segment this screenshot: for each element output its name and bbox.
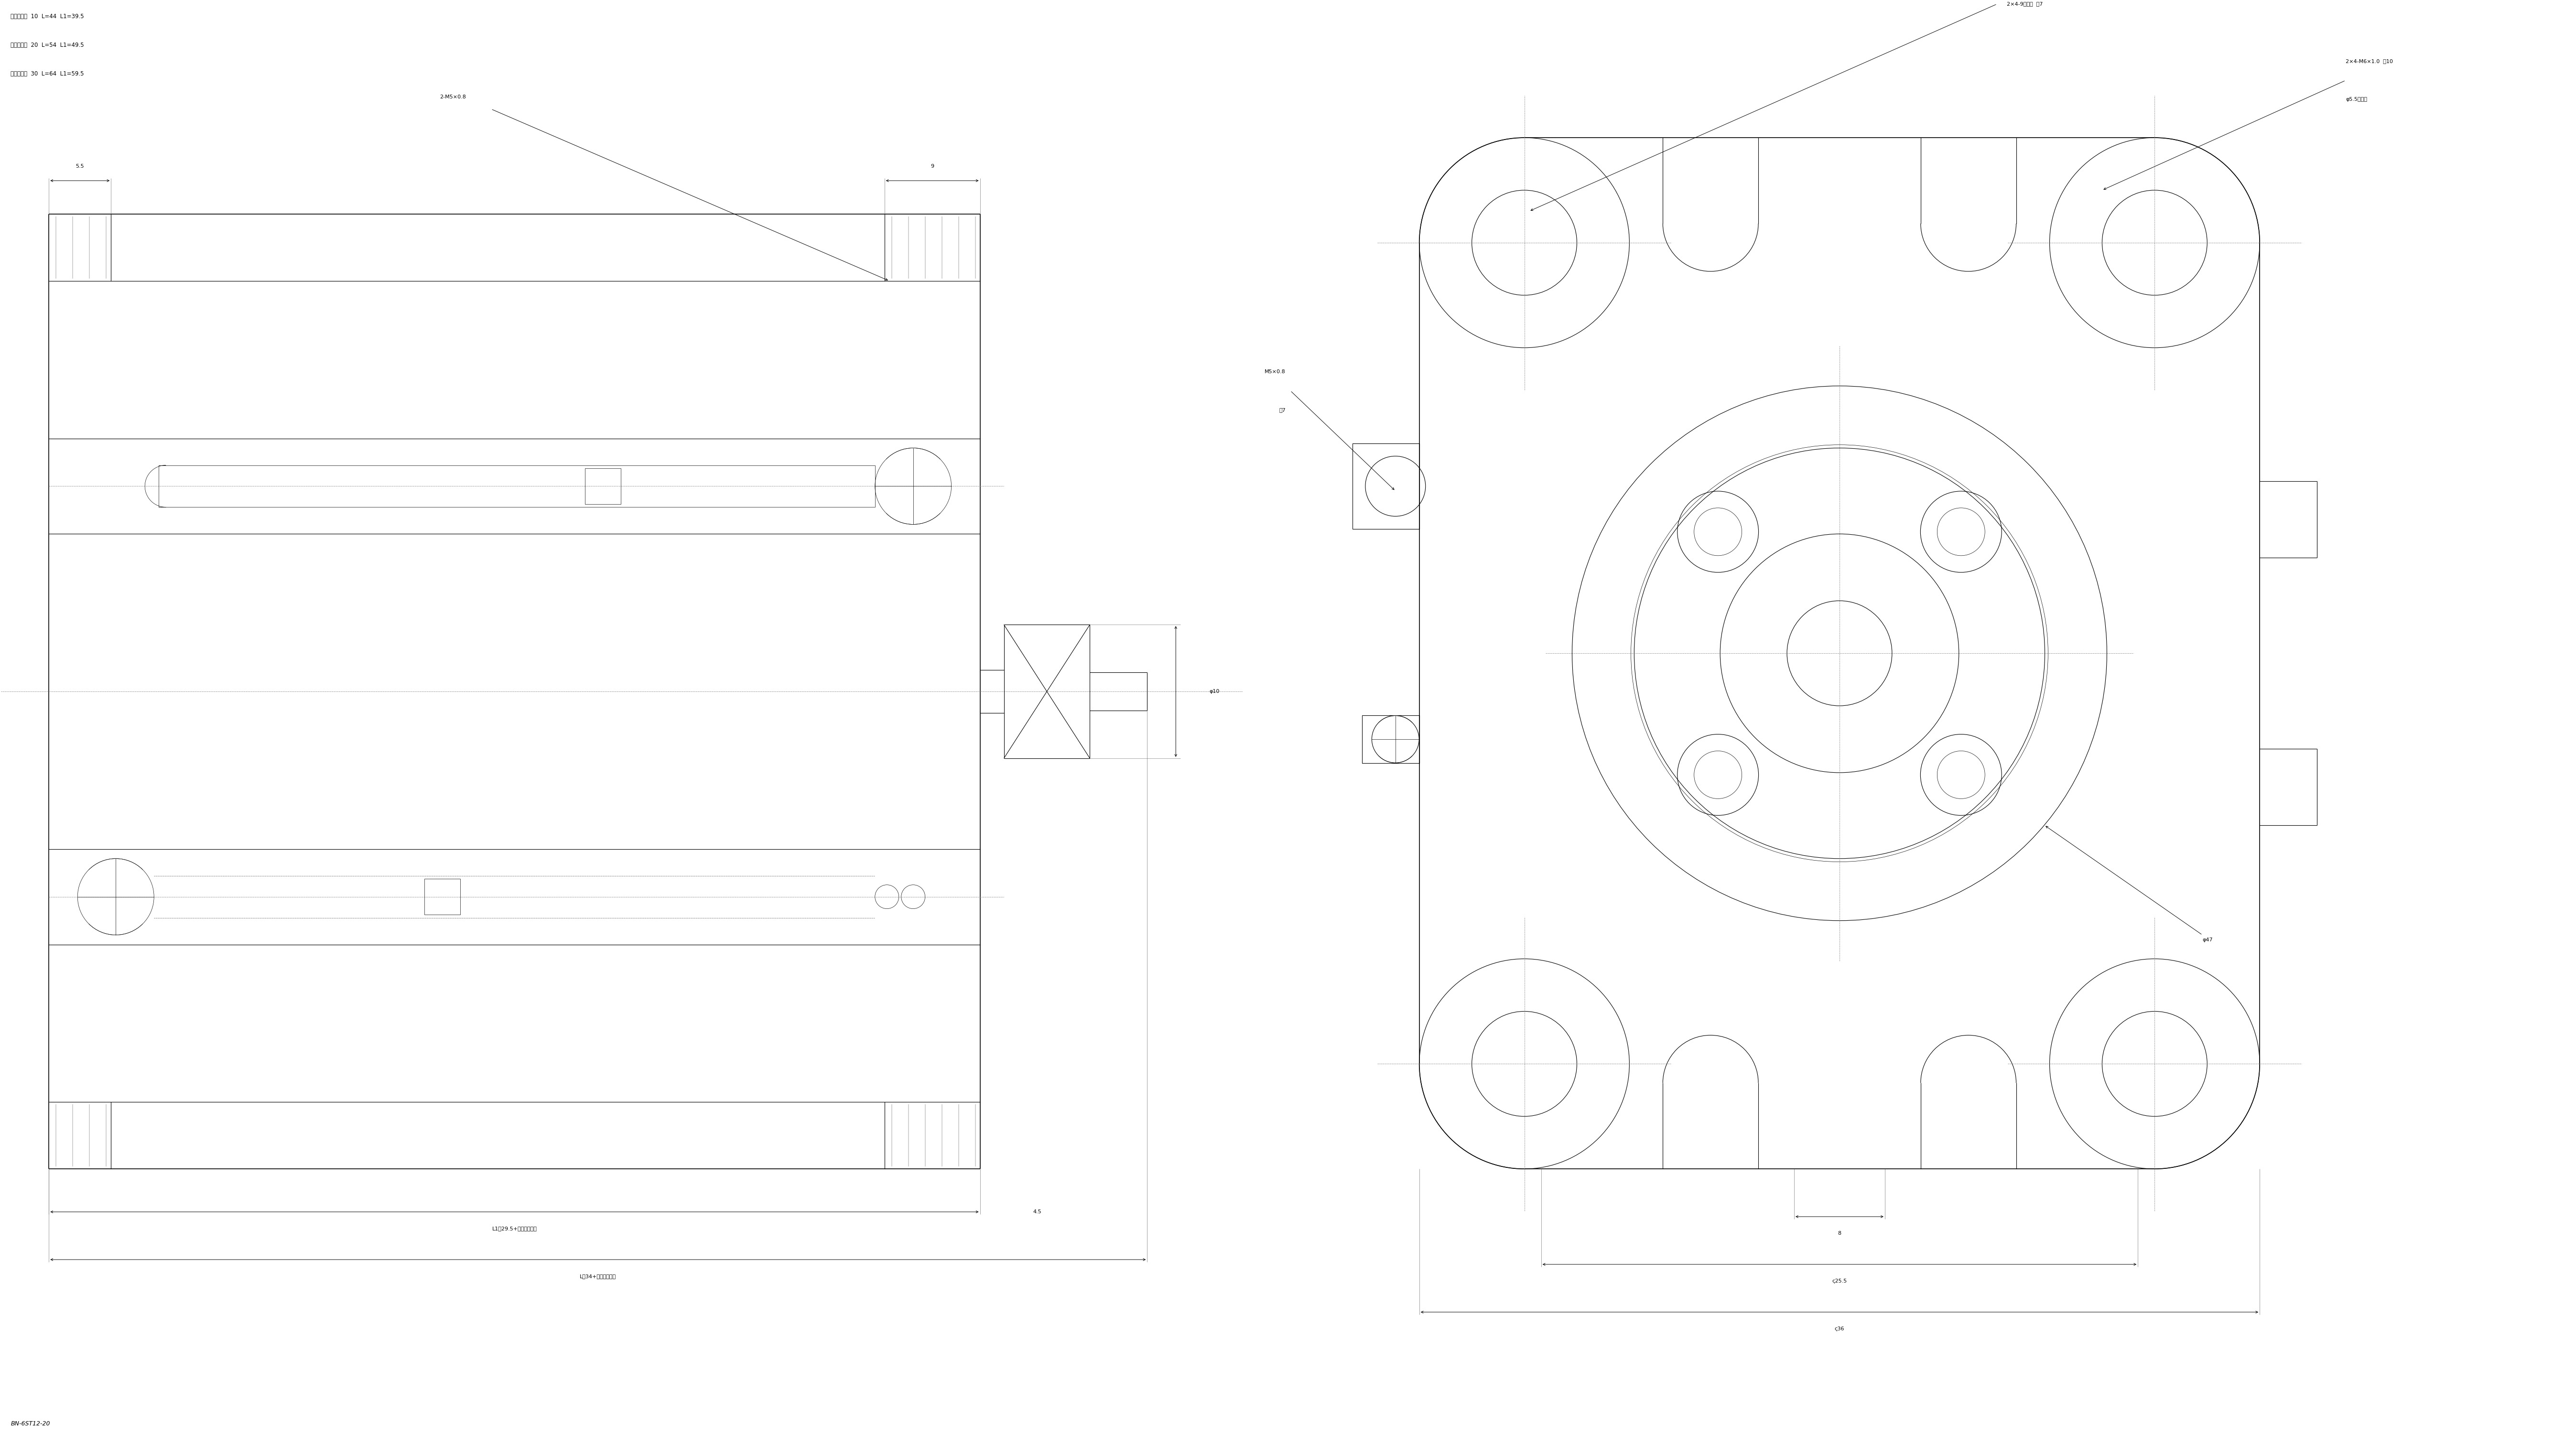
Text: 9: 9 — [930, 165, 935, 169]
Text: ς36: ς36 — [1834, 1326, 1844, 1331]
Text: 4.5: 4.5 — [1033, 1210, 1041, 1214]
Text: ストローク  10  L=44  L1=39.5: ストローク 10 L=44 L1=39.5 — [10, 13, 85, 20]
Bar — [425, 879, 461, 914]
Text: 深7: 深7 — [1280, 408, 1285, 412]
Text: φ47: φ47 — [2202, 938, 2213, 942]
Text: L1（29.5+ストローク）: L1（29.5+ストローク） — [492, 1226, 536, 1230]
Text: M5×0.8: M5×0.8 — [1265, 370, 1285, 374]
Text: φ5.5穴貫通: φ5.5穴貫通 — [2347, 98, 2367, 102]
Bar — [160, 464, 876, 507]
Text: L（34+ストローク）: L（34+ストローク） — [580, 1274, 616, 1278]
Text: 2×4-9座グリ  深7: 2×4-9座グリ 深7 — [2007, 1, 2043, 6]
Text: 8: 8 — [1837, 1230, 1842, 1236]
Bar — [1363, 715, 1419, 763]
Bar — [1352, 443, 1419, 529]
Text: BN-6ST12-20: BN-6ST12-20 — [10, 1421, 49, 1427]
Text: φ10: φ10 — [1208, 689, 1218, 695]
Text: ς25.5: ς25.5 — [1832, 1278, 1847, 1284]
Text: ストローク  30  L=64  L1=59.5: ストローク 30 L=64 L1=59.5 — [10, 71, 85, 77]
Text: 5.5: 5.5 — [75, 165, 85, 169]
Text: 2-M5×0.8: 2-M5×0.8 — [440, 95, 466, 99]
Text: ストローク  20  L=54  L1=49.5: ストローク 20 L=54 L1=49.5 — [10, 42, 85, 48]
Bar — [585, 469, 621, 504]
Text: 2×4-M6×1.0  深10: 2×4-M6×1.0 深10 — [2347, 58, 2393, 64]
